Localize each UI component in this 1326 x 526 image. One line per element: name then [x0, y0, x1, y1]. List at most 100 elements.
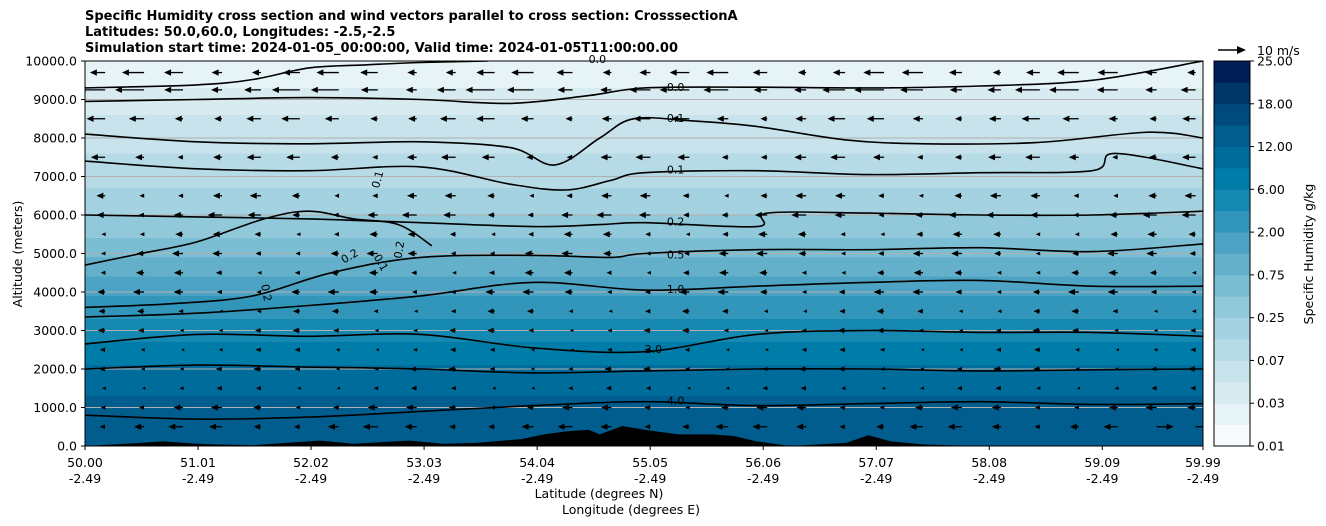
- wind-arrow-head: [271, 86, 279, 94]
- wind-arrow-head: [331, 308, 339, 315]
- wind-arrow-head: [296, 232, 301, 237]
- wind-arrow-head: [873, 288, 881, 296]
- wind-arrow-head: [1107, 288, 1115, 296]
- wind-arrow-head: [877, 327, 884, 334]
- wind-arrow-head: [682, 423, 689, 430]
- wind-arrow-head: [255, 386, 261, 391]
- contour-label-group: 0.1: [667, 112, 685, 125]
- wind-arrow-head: [914, 404, 922, 411]
- wind-arrow-head: [256, 309, 262, 314]
- wind-arrow-head: [1149, 270, 1156, 276]
- wind-arrow-head: [172, 250, 180, 257]
- wind-arrow-head: [1033, 366, 1040, 372]
- wind-arrow-head: [1150, 289, 1157, 295]
- wind-arrow-head: [520, 115, 528, 122]
- contour-label: 4.0: [667, 395, 685, 408]
- wind-arrow-head: [556, 69, 564, 76]
- wind-arrow-head: [481, 154, 489, 161]
- wind-arrow-head: [643, 327, 650, 334]
- wind-arrow-head: [212, 250, 220, 257]
- wind-arrow-head: [1030, 192, 1038, 199]
- wind-arrow-head: [986, 211, 994, 219]
- x-tick-label-lon: -2.49: [1086, 471, 1118, 486]
- colorbar: 0.01 0.03 0.07 0.25 0.75 2.00 6.00 12.00 18.00 25…: [1213, 54, 1293, 454]
- wind-arrow-head: [327, 423, 335, 430]
- wind-arrow-head: [797, 231, 805, 238]
- wind-arrow-head: [912, 288, 920, 296]
- wind-arrow-head: [988, 154, 996, 161]
- wind-arrow-head: [1149, 115, 1156, 122]
- wind-arrow-head: [1191, 270, 1197, 275]
- wind-arrow-head: [1015, 86, 1023, 94]
- humidity-fill: [85, 61, 1203, 446]
- contour-line: [85, 210, 1203, 228]
- wind-arrow-head: [643, 366, 650, 372]
- wind-arrow-head: [218, 347, 223, 352]
- wind-arrow-head: [759, 269, 767, 276]
- wind-arrow-head: [360, 69, 368, 76]
- wind-arrow-head: [947, 423, 955, 430]
- wind-arrow-head: [564, 288, 572, 296]
- colorbar-swatch: [1214, 189, 1250, 212]
- wind-arrow-head: [993, 231, 1000, 238]
- wind-arrow-head: [335, 367, 340, 371]
- wind-arrow-head: [1035, 232, 1041, 237]
- wind-arrow-head: [996, 289, 1002, 295]
- wind-arrow-head: [900, 86, 908, 94]
- wind-arrow-head: [607, 328, 612, 333]
- wind-arrow-head: [645, 251, 651, 256]
- wind-arrow-head: [138, 212, 144, 218]
- wind-arrow-head: [795, 192, 803, 199]
- wind-arrow-head: [1145, 69, 1153, 76]
- terrain-profile: [85, 426, 1203, 446]
- contour-label-group: 0.2: [392, 240, 408, 259]
- x-tick-label-lon: -2.49: [182, 471, 214, 486]
- wind-arrow-head: [1145, 86, 1153, 94]
- contour-label-group: 1.0: [667, 283, 685, 296]
- wind-arrow-head: [607, 347, 612, 352]
- wind-arrow-head: [913, 269, 921, 276]
- wind-arrow-head: [1057, 69, 1065, 76]
- wind-arrow-head: [854, 86, 862, 94]
- wind-arrow-head: [367, 211, 375, 219]
- wind-arrow-head: [685, 232, 690, 237]
- wind-arrow-head: [1034, 424, 1040, 430]
- wind-arrow-head: [989, 192, 997, 199]
- wind-arrow-head: [1049, 86, 1057, 94]
- colorbar-swatch: [1214, 125, 1250, 147]
- wind-arrow-head: [407, 231, 415, 238]
- title-line-3: Simulation start time: 2024-01-05_00:00:…: [85, 41, 678, 56]
- wind-arrow-head: [561, 250, 569, 257]
- x-tick-label-lat: 56.06: [745, 455, 781, 470]
- colorbar-tick-label: 18.00: [1257, 96, 1293, 111]
- contour-line: [85, 364, 1203, 374]
- wind-arrow-head: [247, 211, 255, 219]
- terrain: [85, 426, 1203, 446]
- colorbar-swatch: [1214, 210, 1250, 233]
- wind-arrow-head: [605, 385, 612, 391]
- x-tick-label-lon: -2.49: [973, 471, 1005, 486]
- wind-arrow-head: [683, 270, 689, 276]
- wind-key: 10 m/s: [1218, 43, 1300, 58]
- wind-arrow-head: [839, 424, 845, 430]
- wind-arrow-head: [679, 288, 687, 296]
- wind-arrow-head: [255, 347, 261, 353]
- wind-arrow-head: [644, 347, 651, 353]
- wind-arrow-head: [412, 347, 418, 352]
- wind-arrow-head: [1191, 289, 1196, 295]
- wind-arrow-head: [330, 250, 338, 257]
- wind-arrow-head: [795, 115, 803, 122]
- wind-arrow-head: [1181, 154, 1189, 161]
- wind-arrow-head: [877, 269, 884, 276]
- wind-arrow-head: [1112, 308, 1118, 314]
- humidity-band: [85, 342, 1203, 366]
- wind-arrow-head: [1188, 366, 1195, 372]
- chart-title: Specific Humidity cross section and wind…: [85, 9, 738, 57]
- wind-arrow-head: [405, 404, 413, 411]
- wind-arrow-head: [1153, 328, 1158, 333]
- wind-arrow-head: [602, 69, 610, 76]
- wind-arrow-head: [603, 250, 611, 257]
- wind-arrow-head: [1071, 269, 1078, 276]
- wind-arrow-head: [1026, 69, 1034, 76]
- wind-arrow-head: [530, 348, 535, 352]
